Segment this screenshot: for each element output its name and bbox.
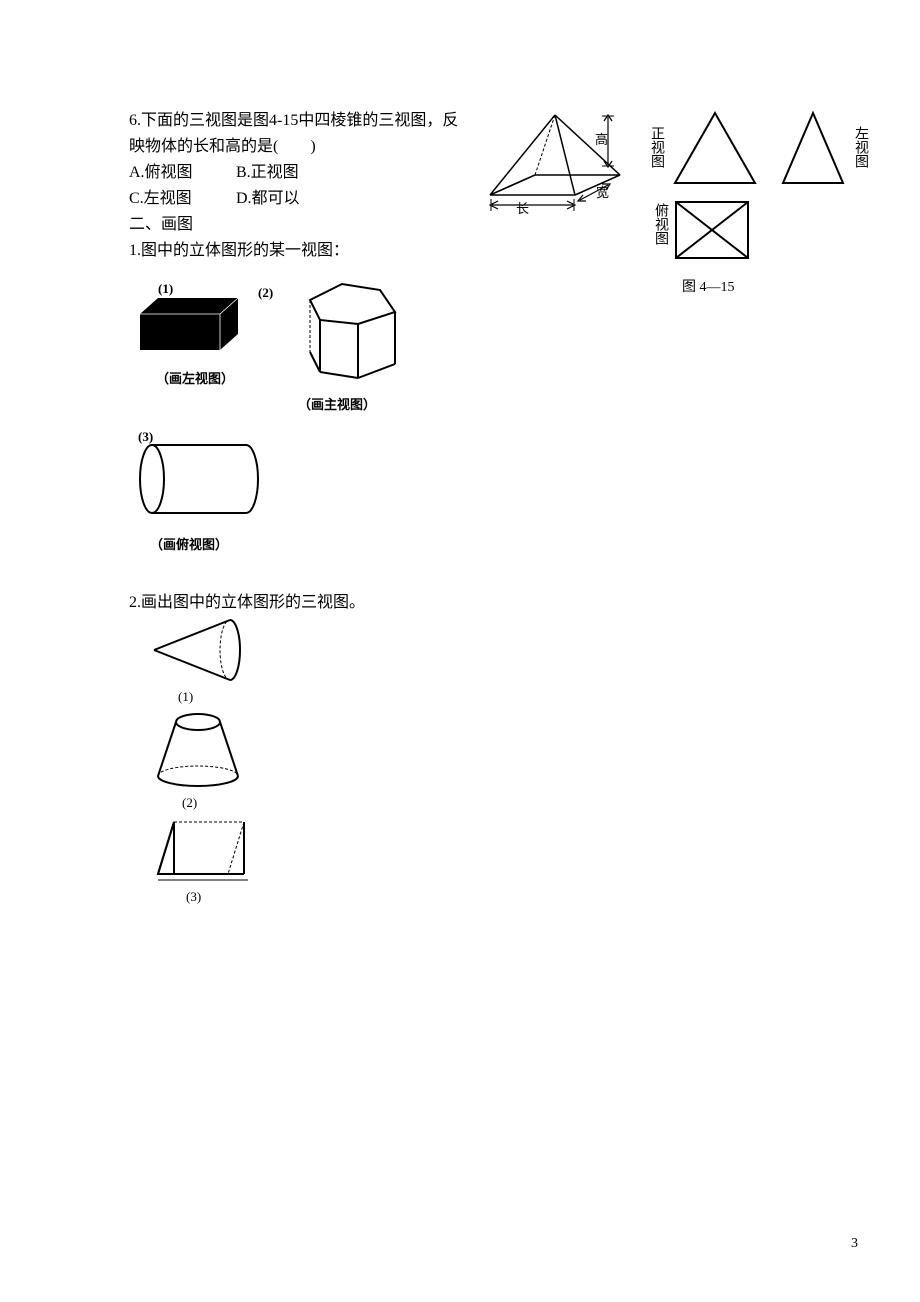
draw2-n2: (2) bbox=[182, 790, 197, 816]
draw2-stem: 2.画出图中的立体图形的三视图。 bbox=[129, 590, 365, 616]
draw2-triprism bbox=[152, 814, 252, 884]
q6-line1: 6.下面的三视图是图4-15中四棱锥的三视图，反 bbox=[129, 108, 458, 134]
q6-optB: B.正视图 bbox=[236, 160, 299, 186]
q6-optA: A.俯视图 bbox=[129, 160, 193, 186]
draw1-cylinder bbox=[134, 438, 264, 520]
fig415-top-label: 俯视图 bbox=[650, 203, 670, 245]
fig415-caption: 图 4—15 bbox=[682, 275, 735, 301]
draw1-cap3: （画俯视图） bbox=[150, 532, 228, 558]
fig415-front-label: 正视图 bbox=[646, 126, 666, 168]
fig415-pyramid bbox=[480, 105, 640, 215]
fig415-top-view bbox=[672, 198, 752, 262]
q6-optC: C.左视图 bbox=[129, 186, 192, 212]
fig415-front-view bbox=[670, 108, 760, 188]
draw1-cap2: （画主视图） bbox=[298, 392, 376, 418]
q6-optD: D.都可以 bbox=[236, 186, 300, 212]
draw1-stem: 1.图中的立体图形的某一视图： bbox=[129, 238, 349, 264]
draw2-cone bbox=[148, 614, 248, 686]
fig415-kuan: 宽 bbox=[596, 180, 609, 206]
draw1-n2: (2) bbox=[258, 280, 273, 306]
page-number: 3 bbox=[851, 1236, 858, 1252]
fig415-left-view bbox=[778, 108, 848, 188]
draw1-hexprism bbox=[280, 272, 406, 387]
fig415-left-label: 左视图 bbox=[850, 126, 870, 168]
draw1-cap1: （画左视图） bbox=[156, 366, 234, 392]
section-2-heading: 二、画图 bbox=[129, 212, 193, 238]
draw2-n3: (3) bbox=[186, 884, 201, 910]
draw2-n1: (1) bbox=[178, 684, 193, 710]
q6-line2: 映物体的长和高的是( ) bbox=[129, 134, 316, 160]
fig415-gao: 高 bbox=[595, 127, 608, 153]
draw1-cuboid bbox=[138, 296, 248, 352]
fig415-chang: 长 bbox=[516, 196, 529, 222]
draw2-frustum bbox=[150, 710, 246, 790]
